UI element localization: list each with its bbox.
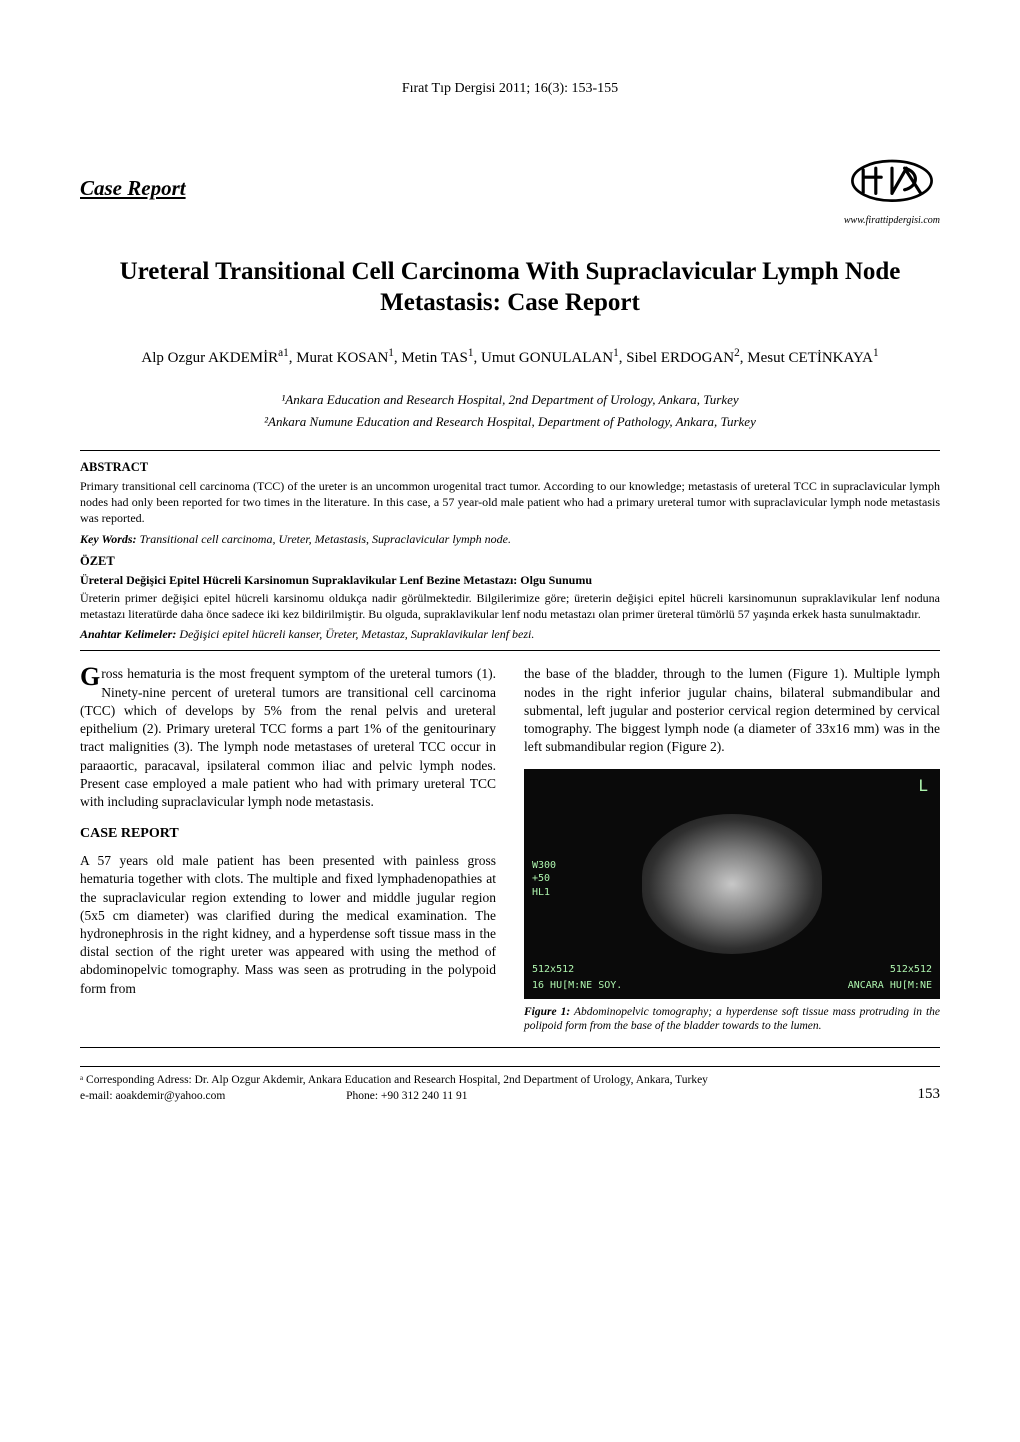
divider — [80, 450, 940, 451]
ozet-heading: ÖZET — [80, 553, 940, 570]
header-row: Case Report www.firattipdergisi.com — [80, 149, 940, 228]
ct-inst-left: 16 HU[M:NE SOY. — [532, 979, 622, 993]
corresponding-address: ᵃ Corresponding Adress: Dr. Alp Ozgur Ak… — [80, 1073, 918, 1104]
corr-phone: Phone: +90 312 240 11 91 — [346, 1090, 467, 1102]
ct-orientation-label: L — [918, 775, 928, 797]
figure-label: Figure 1: — [524, 1006, 570, 1018]
keywords-label: Key Words: — [80, 532, 137, 546]
keywords-tr: Anahtar Kelimeler: Değişici epitel hücre… — [80, 626, 940, 642]
corr-line: ᵃ Corresponding Adress: Dr. Alp Ozgur Ak… — [80, 1073, 918, 1089]
case-report-heading: CASE REPORT — [80, 825, 496, 844]
case-paragraph-1: A 57 years old male patient has been pre… — [80, 852, 496, 998]
ct-inst-right: ANCARA HU[M:NE — [848, 979, 932, 993]
right-column: the base of the bladder, through to the … — [524, 665, 940, 1033]
affiliations: ¹Ankara Education and Research Hospital,… — [80, 391, 940, 430]
footer-divider — [80, 1047, 940, 1048]
ct-dim-left: 512x512 — [532, 963, 574, 977]
left-column: Gross hematuria is the most frequent sym… — [80, 665, 496, 1033]
keywords-en: Key Words: Transitional cell carcinoma, … — [80, 531, 940, 547]
anahtar-text: Değişici epitel hücreli kanser, Üreter, … — [176, 627, 534, 641]
affiliation-1: ¹Ankara Education and Research Hospital,… — [80, 391, 940, 409]
corr-email: e-mail: aoakdemir@yahoo.com — [80, 1090, 225, 1102]
email-phone-line: e-mail: aoakdemir@yahoo.com Phone: +90 3… — [80, 1089, 918, 1105]
ct-window-label: W300 +50 HL1 — [532, 859, 556, 900]
ozet-title: Üreteral Değişici Epitel Hücreli Karsino… — [80, 572, 940, 588]
intro-paragraph: Gross hematuria is the most frequent sym… — [80, 665, 496, 811]
logo-url: www.firattipdergisi.com — [844, 214, 940, 228]
anahtar-label: Anahtar Kelimeler: — [80, 627, 176, 641]
logo-icon — [847, 149, 937, 209]
section-label: Case Report — [80, 174, 186, 202]
figure-1-image: L W300 +50 HL1 512x512 16 HU[M:NE SOY. 5… — [524, 769, 940, 999]
page-footer: ᵃ Corresponding Adress: Dr. Alp Ozgur Ak… — [80, 1066, 940, 1104]
affiliation-2: ²Ankara Numune Education and Research Ho… — [80, 413, 940, 431]
authors-line: Alp Ozgur AKDEMİRa1, Murat KOSAN1, Metin… — [80, 346, 940, 369]
keywords-text: Transitional cell carcinoma, Ureter, Met… — [137, 532, 511, 546]
divider — [80, 650, 940, 651]
intro-text: ross hematuria is the most frequent symp… — [80, 666, 496, 809]
figure-caption-text: Abdominopelvic tomography; a hyperdense … — [524, 1006, 940, 1032]
journal-reference: Fırat Tıp Dergisi 2011; 16(3): 153-155 — [80, 80, 940, 99]
two-column-body: Gross hematuria is the most frequent sym… — [80, 665, 940, 1033]
ct-scan-icon — [642, 814, 822, 954]
ct-dim-right: 512x512 — [890, 963, 932, 977]
journal-logo: www.firattipdergisi.com — [844, 149, 940, 228]
figure-1-caption: Figure 1: Abdominopelvic tomography; a h… — [524, 1005, 940, 1034]
ozet-text: Üreterin primer değişici epitel hücreli … — [80, 590, 940, 622]
case-paragraph-2: the base of the bladder, through to the … — [524, 665, 940, 756]
article-title: Ureteral Transitional Cell Carcinoma Wit… — [80, 256, 940, 319]
dropcap: G — [80, 665, 100, 690]
abstract-text: Primary transitional cell carcinoma (TCC… — [80, 478, 940, 527]
page-number: 153 — [918, 1084, 941, 1104]
abstract-heading: ABSTRACT — [80, 459, 940, 476]
